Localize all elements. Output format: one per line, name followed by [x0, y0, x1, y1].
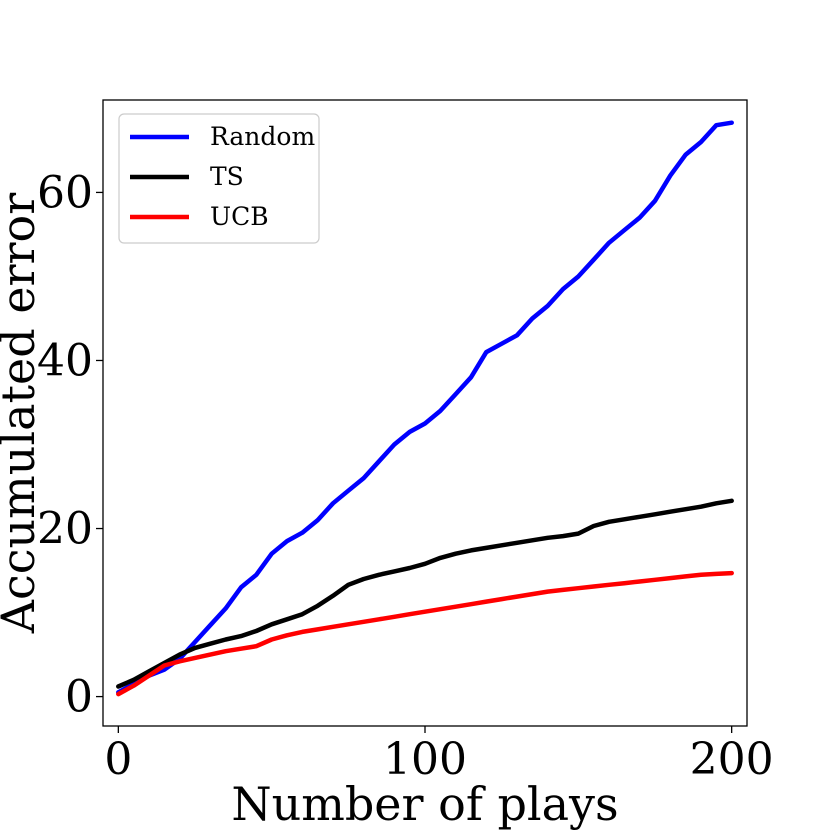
- series-line-random: [116, 120, 734, 695]
- y-tick-label: 0: [65, 672, 93, 723]
- series-line-ts: [116, 498, 734, 689]
- legend-box: [118, 113, 320, 244]
- y-axis-ticks: 0 20 40 60: [37, 167, 103, 723]
- x-axis-title: Number of plays: [231, 777, 618, 830]
- legend-label-random: Random: [210, 122, 315, 151]
- legend: Random TS UCB: [118, 113, 320, 244]
- x-tick-label: 200: [690, 734, 774, 785]
- legend-label-ts: TS: [210, 162, 244, 191]
- series-line-ucb: [116, 570, 734, 697]
- x-tick-label: 100: [383, 734, 467, 785]
- plot-lines: [116, 120, 734, 697]
- x-axis-ticks: 0 100 200: [104, 726, 774, 785]
- y-tick-label: 40: [37, 335, 93, 386]
- y-tick-label: 20: [37, 504, 93, 555]
- legend-label-ucb: UCB: [210, 202, 269, 231]
- x-tick-label: 0: [104, 734, 132, 785]
- y-tick-label: 60: [37, 167, 93, 218]
- y-axis-title: Accumulated error: [0, 193, 45, 634]
